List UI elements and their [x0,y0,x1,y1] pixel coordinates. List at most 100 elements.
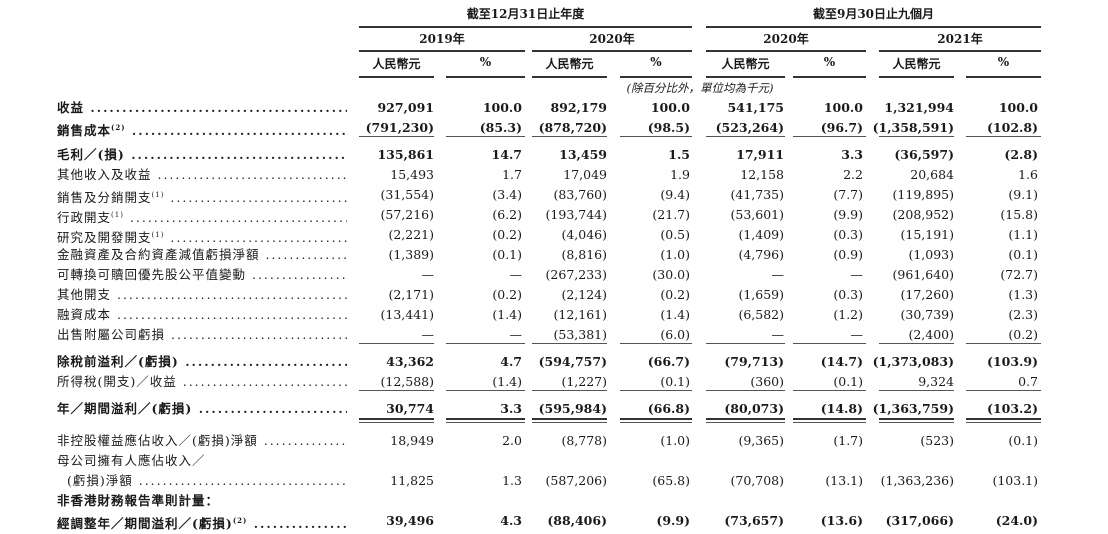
amount-cell: (31,554) [380,187,435,202]
percent-cell: (3.4) [492,187,522,202]
rule-line [879,422,954,423]
amount-cell: (8,778) [561,433,607,448]
rule-line [532,76,607,78]
amount-cell: (878,720) [538,120,607,135]
rule-line [706,26,1041,28]
rule-line [793,422,866,423]
period-group-annual: 截至12月31日止年度 [466,7,585,21]
amount-cell: (267,233) [545,267,607,282]
rule-line [793,343,866,344]
percent-cell: (0.5) [660,227,690,242]
rule-line [879,136,954,137]
row-label: 年／期間溢利／(虧損) [57,399,347,419]
percent-cell: (0.1) [1008,433,1038,448]
amount-cell: 892,179 [550,100,607,115]
percent-cell: (0.3) [833,227,863,242]
row-label-text: 毛利／(損) [57,147,125,162]
amount-cell: (119,895) [892,187,954,202]
rmb-header: 人民幣元 [545,57,594,71]
row-label-text: 非控股權益應佔收入／(虧損)淨額 [57,433,258,448]
table-row: 銷售及分銷開支(1) (31,554) (3.4) (83,760) (9.4) (41,… [0,185,1108,205]
percent-cell: 4.7 [500,354,522,369]
row-label-text: 年／期間溢利／(虧損) [57,401,193,416]
percent-cell: 2.2 [843,167,863,182]
rule-line [446,422,525,423]
row-label-text: 收益 [57,100,85,115]
percent-cell: (0.2) [492,227,522,242]
table-row: 其他收入及收益 15,493 1.7 17,049 1.9 12,158 2.2 20,684… [0,165,1108,185]
table-row: 行政開支(1) (57,216) (6.2) (193,744) (21.7) (53,6… [0,205,1108,225]
amount-cell: (8,816) [561,247,607,262]
row-label: 研究及開發開支(1) [57,225,347,248]
percent-cell: (9.1) [1008,187,1038,202]
row-label-text: 母公司擁有人應佔收入／ [57,453,206,468]
amount-cell: (88,406) [547,513,607,528]
amount-cell: 39,496 [386,513,434,528]
rule-line [359,422,434,423]
table-row: 融資成本 (13,441) (1.4) (12,161) (1.4) (6,582) (1.… [0,305,1108,325]
percent-cell: (103.1) [992,473,1038,488]
percent-cell: 1.9 [670,167,690,182]
percent-cell: — [850,327,864,342]
amount-cell: (523,264) [715,120,784,135]
row-label-text: 所得稅(開支)／收益 [57,374,177,389]
percent-cell: 1.5 [668,147,690,162]
table-row: 其他開支 (2,171) (0.2) (2,124) (0.2) (1,659) (0.3)… [0,285,1108,305]
rule-line [706,136,785,137]
percent-cell: 100.0 [482,100,522,115]
rule-line [620,418,692,420]
rule-line [359,343,434,344]
percent-cell: 1.6 [1018,167,1038,182]
row-label: 其他收入及收益 [57,165,347,185]
percent-cell: (66.7) [647,354,690,369]
rule-line [532,343,607,344]
amount-cell: 11,825 [390,473,434,488]
rule-line [793,418,866,420]
percent-cell: (7.7) [833,187,863,202]
row-label: 除稅前溢利／(虧損) [57,352,347,372]
percent-cell: (24.0) [995,513,1038,528]
table-row: 所得稅(開支)／收益 (12,588) (1.4) (1,227) (0.1) (360)… [0,372,1108,392]
row-label-text: 非香港財務報告準則計量： [57,493,220,508]
amount-cell: (961,640) [892,267,954,282]
row-label: 所得稅(開支)／收益 [57,372,347,392]
rule-line [359,50,525,52]
amount-cell: (2,221) [388,227,434,242]
table-row: 毛利／(損) 135,861 14.7 13,459 1.5 17,911 3.3 (36,5… [0,145,1108,165]
amount-cell: 30,774 [386,401,434,416]
amount-cell: (208,952) [892,207,954,222]
rule-line [359,76,434,78]
row-label: 銷售及分銷開支(1) [57,185,347,208]
row-label-text: 經調整年／期間溢利／(虧損) [57,516,233,532]
row-label: (虧損)淨額 [57,471,347,491]
amount-cell: 20,684 [910,167,954,182]
row-label-text: 行政開支 [57,210,112,226]
rule-line [966,343,1041,344]
percent-cell: 14.7 [491,147,522,162]
rule-line [532,418,607,420]
rule-line [879,343,954,344]
rmb-header: 人民幣元 [721,57,770,71]
table-row: 研究及開發開支(1) (2,221) (0.2) (4,046) (0.5) (1,409… [0,225,1108,245]
percent-cell: (0.1) [660,374,690,389]
amount-cell: (2,171) [388,287,434,302]
rule-line [532,136,607,137]
amount-cell: (83,760) [553,187,608,202]
table-row: 經調整年／期間溢利／(虧損)(2) 39,496 4.3 (88,406) (9.9) (… [0,511,1108,531]
amount-cell: 1,321,994 [884,100,954,115]
row-label-text: 其他收入及收益 [57,167,152,182]
percent-header: % [479,55,492,69]
table-row: 銷售成本(2) (791,230) (85.3) (878,720) (98.5) (52… [0,118,1108,138]
percent-cell: — [850,267,864,282]
amount-cell: (6,582) [738,307,784,322]
percent-cell: 3.3 [841,147,863,162]
percent-cell: (1.0) [660,247,690,262]
row-label-text: 銷售成本 [57,123,112,139]
table-row: 非香港財務報告準則計量： [0,491,1108,511]
rule-line [359,136,434,137]
row-label-text: 其他開支 [57,287,112,302]
rule-line [879,418,954,420]
amount-cell: 17,049 [563,167,607,182]
percent-cell: (96.7) [820,120,863,135]
percent-cell: (0.1) [1008,247,1038,262]
